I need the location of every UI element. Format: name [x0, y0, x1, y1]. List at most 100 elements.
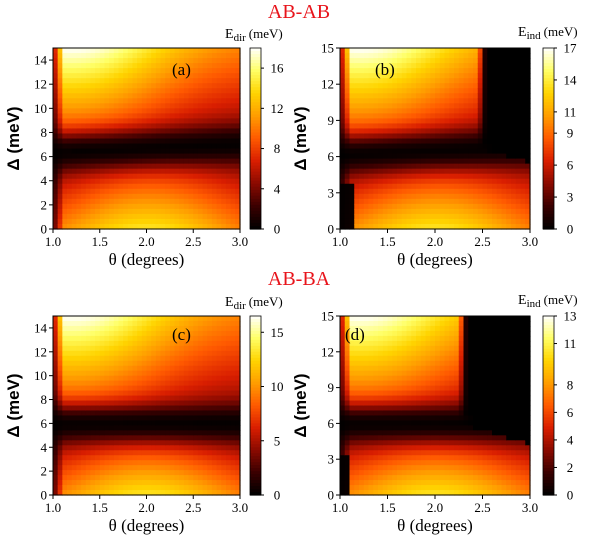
heatmap-cell	[439, 48, 446, 54]
heatmap-cell	[179, 340, 185, 347]
heatmap-cell	[151, 73, 157, 79]
heatmap-cell	[109, 480, 115, 486]
heatmap-cell	[174, 380, 180, 387]
heatmap-cell	[482, 98, 488, 104]
heatmap-cell	[57, 430, 63, 436]
heatmap-cell	[53, 335, 59, 342]
heatmap-cell	[225, 153, 232, 160]
heatmap-cell	[109, 390, 115, 397]
heatmap-cell	[454, 78, 460, 84]
heatmap-cell	[359, 223, 365, 230]
heatmap-cell	[349, 330, 355, 337]
heatmap-cell	[183, 223, 190, 230]
heatmap-cell	[81, 350, 87, 357]
heatmap-cell	[53, 83, 59, 89]
heatmap-cell	[401, 158, 408, 165]
heatmap-cell	[71, 123, 77, 130]
heatmap-cell	[160, 98, 166, 104]
heatmap-cell	[420, 68, 427, 74]
heatmap-cell	[76, 103, 82, 109]
heatmap-cell	[113, 485, 120, 491]
heatmap-cell	[430, 133, 436, 140]
heatmap-cell	[221, 128, 227, 135]
heatmap-cell	[85, 485, 91, 491]
heatmap-cell	[235, 440, 241, 446]
heatmap-cell	[202, 340, 208, 347]
heatmap-cell	[349, 390, 355, 397]
heatmap-cell	[359, 316, 365, 322]
heatmap-cell	[151, 153, 157, 160]
heatmap-cell	[511, 158, 517, 165]
heatmap-cell	[340, 218, 346, 225]
heatmap-cell	[211, 78, 218, 84]
heatmap-cell	[387, 213, 393, 220]
heatmap-cell	[76, 355, 82, 362]
heatmap-cell	[76, 223, 82, 230]
heatmap-cell	[76, 415, 82, 422]
heatmap-cell	[235, 415, 241, 422]
heatmap-cell	[137, 480, 143, 486]
heatmap-cell	[90, 138, 96, 145]
heatmap-cell	[487, 178, 493, 185]
heatmap-cell	[387, 48, 393, 54]
heatmap-cell	[216, 375, 222, 382]
heatmap-cell	[230, 203, 236, 210]
heatmap-cell	[179, 68, 185, 74]
heatmap-cell	[207, 113, 213, 119]
colorbar-tick-label: 9	[567, 126, 574, 141]
heatmap-cell	[506, 223, 512, 230]
heatmap-cell	[169, 340, 176, 347]
colorbar-label-unit: (meV)	[544, 24, 578, 39]
heatmap-cell	[477, 163, 484, 170]
colorbar-step	[543, 150, 554, 155]
colorbar-step	[543, 174, 554, 179]
heatmap-cell	[496, 103, 503, 109]
heatmap-cell	[174, 415, 180, 422]
heatmap-cell	[492, 148, 498, 155]
heatmap-cell	[482, 78, 488, 84]
heatmap-cell	[109, 325, 115, 332]
heatmap-cell	[202, 143, 208, 150]
heatmap-cell	[183, 345, 190, 352]
heatmap-cell	[62, 188, 68, 195]
heatmap-cell	[525, 198, 531, 205]
heatmap-cell	[401, 58, 408, 64]
heatmap-cell	[354, 355, 360, 362]
heatmap-cell	[221, 455, 227, 461]
heatmap-cell	[392, 78, 398, 84]
heatmap-cell	[174, 450, 180, 456]
heatmap-cell	[53, 316, 59, 322]
heatmap-cell	[235, 385, 241, 392]
heatmap-cell	[506, 168, 512, 175]
heatmap-cell	[151, 490, 157, 496]
heatmap-cell	[104, 490, 110, 496]
heatmap-cell	[85, 340, 91, 347]
heatmap-cell	[458, 218, 465, 225]
heatmap-cell	[515, 133, 522, 140]
heatmap-cell	[132, 73, 138, 79]
heatmap-cell	[193, 385, 199, 392]
heatmap-cell	[216, 325, 222, 332]
heatmap-cell	[155, 365, 162, 372]
heatmap-cell	[515, 138, 522, 145]
heatmap-cell	[67, 198, 73, 205]
heatmap-cell	[183, 420, 190, 426]
heatmap-cell	[477, 68, 484, 74]
heatmap-cell	[207, 340, 213, 347]
heatmap-cell	[169, 118, 176, 125]
y-axis-label: Δ (meV)	[4, 106, 23, 170]
heatmap-cell	[104, 375, 110, 382]
heatmap-cell	[349, 113, 355, 119]
heatmap-cell	[127, 68, 134, 74]
heatmap-cell	[146, 390, 152, 397]
heatmap-cell	[520, 88, 526, 94]
heatmap-cell	[368, 133, 374, 140]
colorbar-step	[250, 123, 261, 128]
heatmap-cell	[501, 223, 507, 230]
heatmap-cell	[137, 158, 143, 165]
heatmap-cell	[127, 460, 134, 466]
heatmap-cell	[109, 335, 115, 342]
heatmap-cell	[141, 355, 148, 362]
heatmap-cell	[406, 53, 412, 59]
